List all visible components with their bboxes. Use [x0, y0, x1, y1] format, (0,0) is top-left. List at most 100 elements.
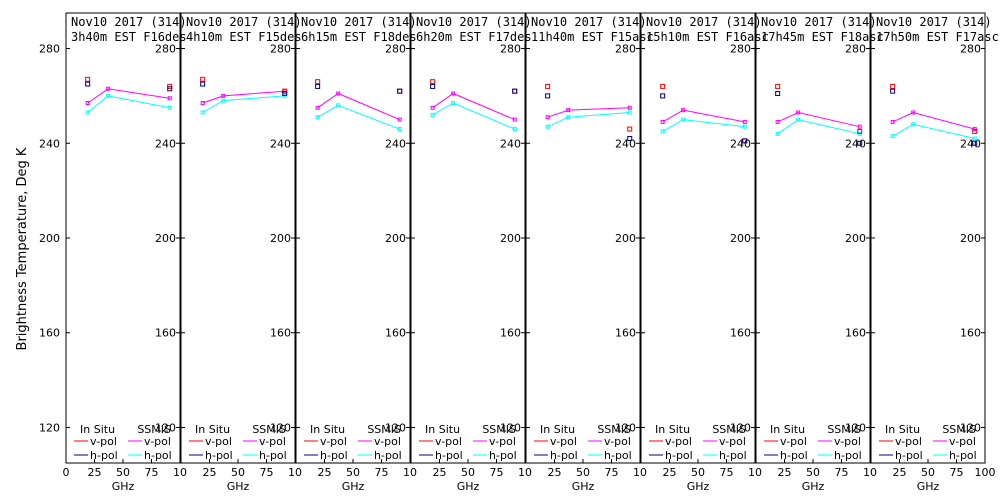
insitu-hpol-point — [167, 86, 173, 92]
insitu-hpol-point — [857, 140, 863, 146]
legend-ssmis-vpol-label: v-pol — [949, 435, 976, 448]
ssmis-hpol-point — [106, 93, 111, 98]
ssmis-vpol-point — [911, 110, 916, 115]
insitu-hpol-point — [85, 81, 91, 87]
ssmis-vpol-line — [87, 88, 170, 104]
panel-subtitle: 15h10m EST F16asc — [646, 30, 769, 44]
ssmis-vpol-point — [200, 101, 205, 105]
x-tick-label: 0 — [63, 466, 70, 479]
ssmis-hpol-line — [202, 95, 285, 113]
legend-ssmis-header: SSMIS — [367, 423, 401, 436]
legend-insitu-hpol-label: h-pol — [550, 449, 578, 462]
legend-ssmis-header: SSMIS — [712, 423, 746, 436]
y-tick-label: 280 — [960, 43, 981, 56]
y-tick-label: 160 — [960, 327, 981, 340]
y-tick-label: 280 — [845, 43, 866, 56]
ssmis-vpol-line — [777, 111, 860, 128]
ssmis-hpol-point — [890, 134, 895, 139]
y-tick-label: 200 — [615, 232, 636, 245]
y-tick-label: 160 — [615, 327, 636, 340]
y-tick-label: 280 — [500, 43, 521, 56]
legend-insitu-hpol-label: h-pol — [90, 449, 118, 462]
y-tick-label: 240 — [270, 137, 291, 150]
x-axis-label: GHz — [802, 480, 825, 493]
y-tick-label: 280 — [270, 43, 291, 56]
panel-title: Nov10 2017 (314) — [531, 15, 647, 29]
panel-subtitle: 17h50m EST F17asc — [876, 30, 999, 44]
x-tick-label: 25 — [893, 466, 907, 479]
legend-ssmis-vpol-label: v-pol — [719, 435, 746, 448]
y-tick-label: 240 — [155, 137, 176, 150]
x-tick-label: 10 — [403, 466, 417, 479]
y-tick-label: 120 — [845, 421, 866, 434]
x-tick-label: 25 — [203, 466, 217, 479]
legend-ssmis-header: SSMIS — [942, 423, 976, 436]
panel-title: Nov10 2017 (314) — [416, 15, 532, 29]
insitu-vpol-point — [85, 76, 91, 82]
panel-title: Nov10 2017 (314) — [301, 15, 417, 29]
ssmis-hpol-point — [775, 131, 780, 136]
insitu-hpol-point — [430, 83, 436, 89]
legend-insitu-header: In Situ — [310, 423, 345, 436]
x-tick-label: 10 — [518, 466, 532, 479]
legend-insitu-hpol-label: h-pol — [895, 449, 923, 462]
y-tick-label: 120 — [500, 421, 521, 434]
ssmis-hpol-point — [627, 110, 632, 115]
ssmis-vpol-point — [167, 96, 172, 101]
y-tick-label: 160 — [845, 327, 866, 340]
panel-8: Nov10 2017 (314)17h50m EST F17asc 120 160 2… — [870, 12, 999, 493]
ssmis-vpol-point — [397, 117, 402, 122]
y-tick-label: 240 — [730, 137, 751, 150]
insitu-hpol-point — [545, 93, 551, 99]
y-tick-label: 280 — [730, 43, 751, 56]
legend-insitu-vpol-label: v-pol — [320, 435, 347, 448]
ssmis-vpol-point — [106, 86, 111, 91]
panel-title: Nov10 2017 (314) — [876, 15, 992, 29]
legend-ssmis-vpol-label: v-pol — [834, 435, 861, 448]
ssmis-vpol-point — [315, 105, 320, 110]
legend-insitu-hpol-label: h-pol — [205, 449, 233, 462]
panel-1: Nov10 2017 (314)3h40m EST F16des 120 160 20… — [39, 12, 187, 493]
legend-ssmis-header: SSMIS — [827, 423, 861, 436]
x-tick-label: 50 — [921, 466, 935, 479]
y-tick-label-left: 240 — [39, 137, 60, 150]
x-tick-label: 25 — [433, 466, 447, 479]
insitu-vpol-point — [315, 79, 321, 85]
insitu-vpol-point — [512, 88, 518, 94]
x-tick-label: 25 — [778, 466, 792, 479]
x-tick-label: 75 — [950, 466, 964, 479]
ssmis-vpol-point — [221, 93, 226, 98]
ssmis-vpol-point — [430, 105, 435, 110]
y-tick-label: 120 — [155, 421, 176, 434]
panel-7: Nov10 2017 (314)17h45m EST F18asc 120 160 2… — [755, 12, 884, 493]
y-tick-label: 200 — [960, 232, 981, 245]
legend-insitu-header: In Situ — [540, 423, 575, 436]
panel-title: Nov10 2017 (314) — [761, 15, 877, 29]
ssmis-vpol-point — [566, 108, 571, 113]
legend-ssmis-hpol-label: h-pol — [489, 449, 517, 462]
ssmis-hpol-point — [430, 112, 435, 117]
panel-2: Nov10 2017 (314)4h10m EST F15des 120 160 20… — [180, 12, 302, 493]
y-tick-label-left: 200 — [39, 232, 60, 245]
legend-ssmis-hpol-label: h-pol — [719, 449, 747, 462]
y-tick-label: 200 — [385, 232, 406, 245]
ssmis-hpol-point — [85, 110, 90, 115]
y-tick-label: 240 — [615, 137, 636, 150]
legend-insitu-vpol-label: v-pol — [550, 435, 577, 448]
x-tick-label: 75 — [605, 466, 619, 479]
x-axis-label: GHz — [112, 480, 135, 493]
insitu-hpol-point — [397, 88, 403, 94]
ssmis-hpol-line — [777, 119, 860, 135]
x-tick-label: 50 — [346, 466, 360, 479]
ssmis-hpol-point — [451, 101, 456, 105]
x-axis-label: GHz — [687, 480, 710, 493]
y-tick-label: 280 — [615, 43, 636, 56]
legend-insitu-header: In Situ — [770, 423, 805, 436]
ssmis-hpol-point — [972, 136, 977, 141]
ssmis-hpol-point — [742, 124, 747, 129]
ssmis-hpol-point — [167, 105, 172, 110]
legend-ssmis-header: SSMIS — [252, 423, 286, 436]
x-axis-label: GHz — [572, 480, 595, 493]
legend-ssmis-header: SSMIS — [597, 423, 631, 436]
legend-insitu-vpol-label: v-pol — [90, 435, 117, 448]
